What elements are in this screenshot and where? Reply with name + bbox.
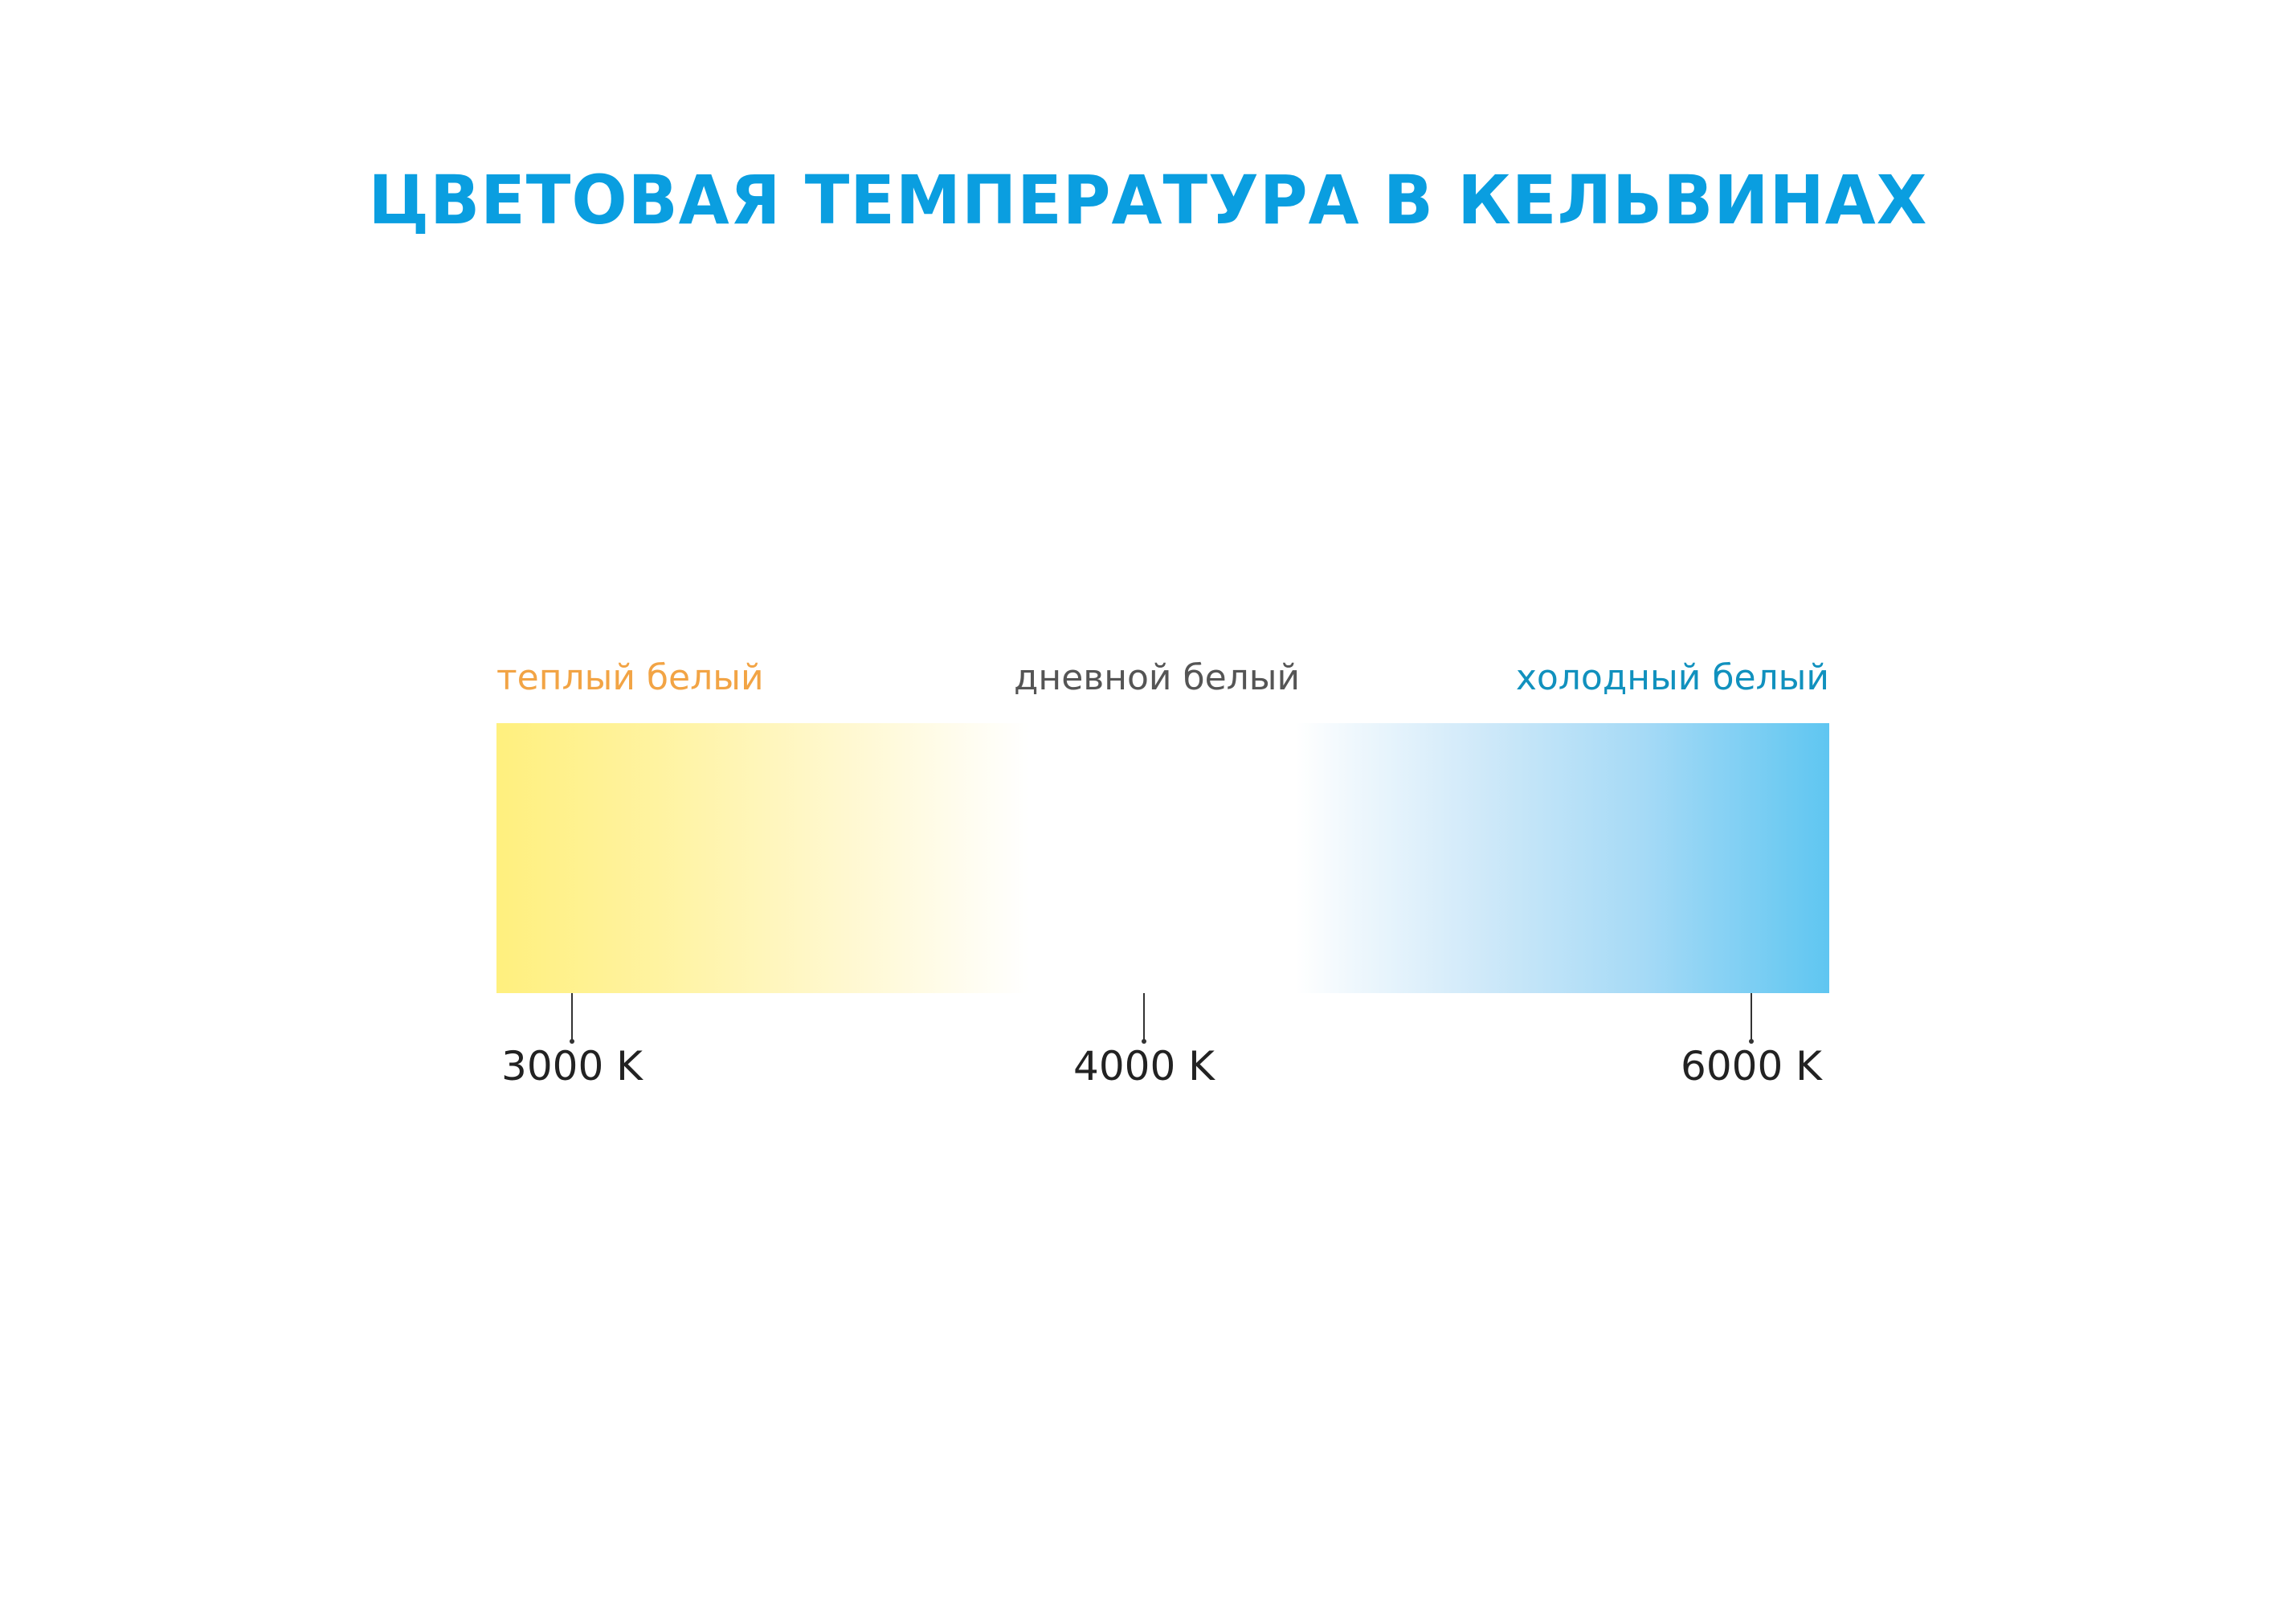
warm-white-label: теплый белый — [496, 657, 764, 698]
tick-label-6000: 6000 K — [1681, 1043, 1822, 1090]
cold-white-label: холодный белый — [1515, 657, 1829, 698]
day-white-label: дневной белый — [1014, 657, 1301, 698]
tick-3000 — [570, 993, 574, 1044]
tick-6000 — [1749, 993, 1754, 1044]
page-title: ЦВЕТОВАЯ ТЕМПЕРАТУРА В КЕЛЬВИНАХ — [368, 161, 1928, 239]
tick-label-3000: 3000 K — [501, 1043, 643, 1090]
tick-4000 — [1142, 993, 1146, 1044]
tick-label-4000: 4000 K — [1073, 1043, 1215, 1090]
color-temperature-gradient-bar — [496, 723, 1829, 993]
